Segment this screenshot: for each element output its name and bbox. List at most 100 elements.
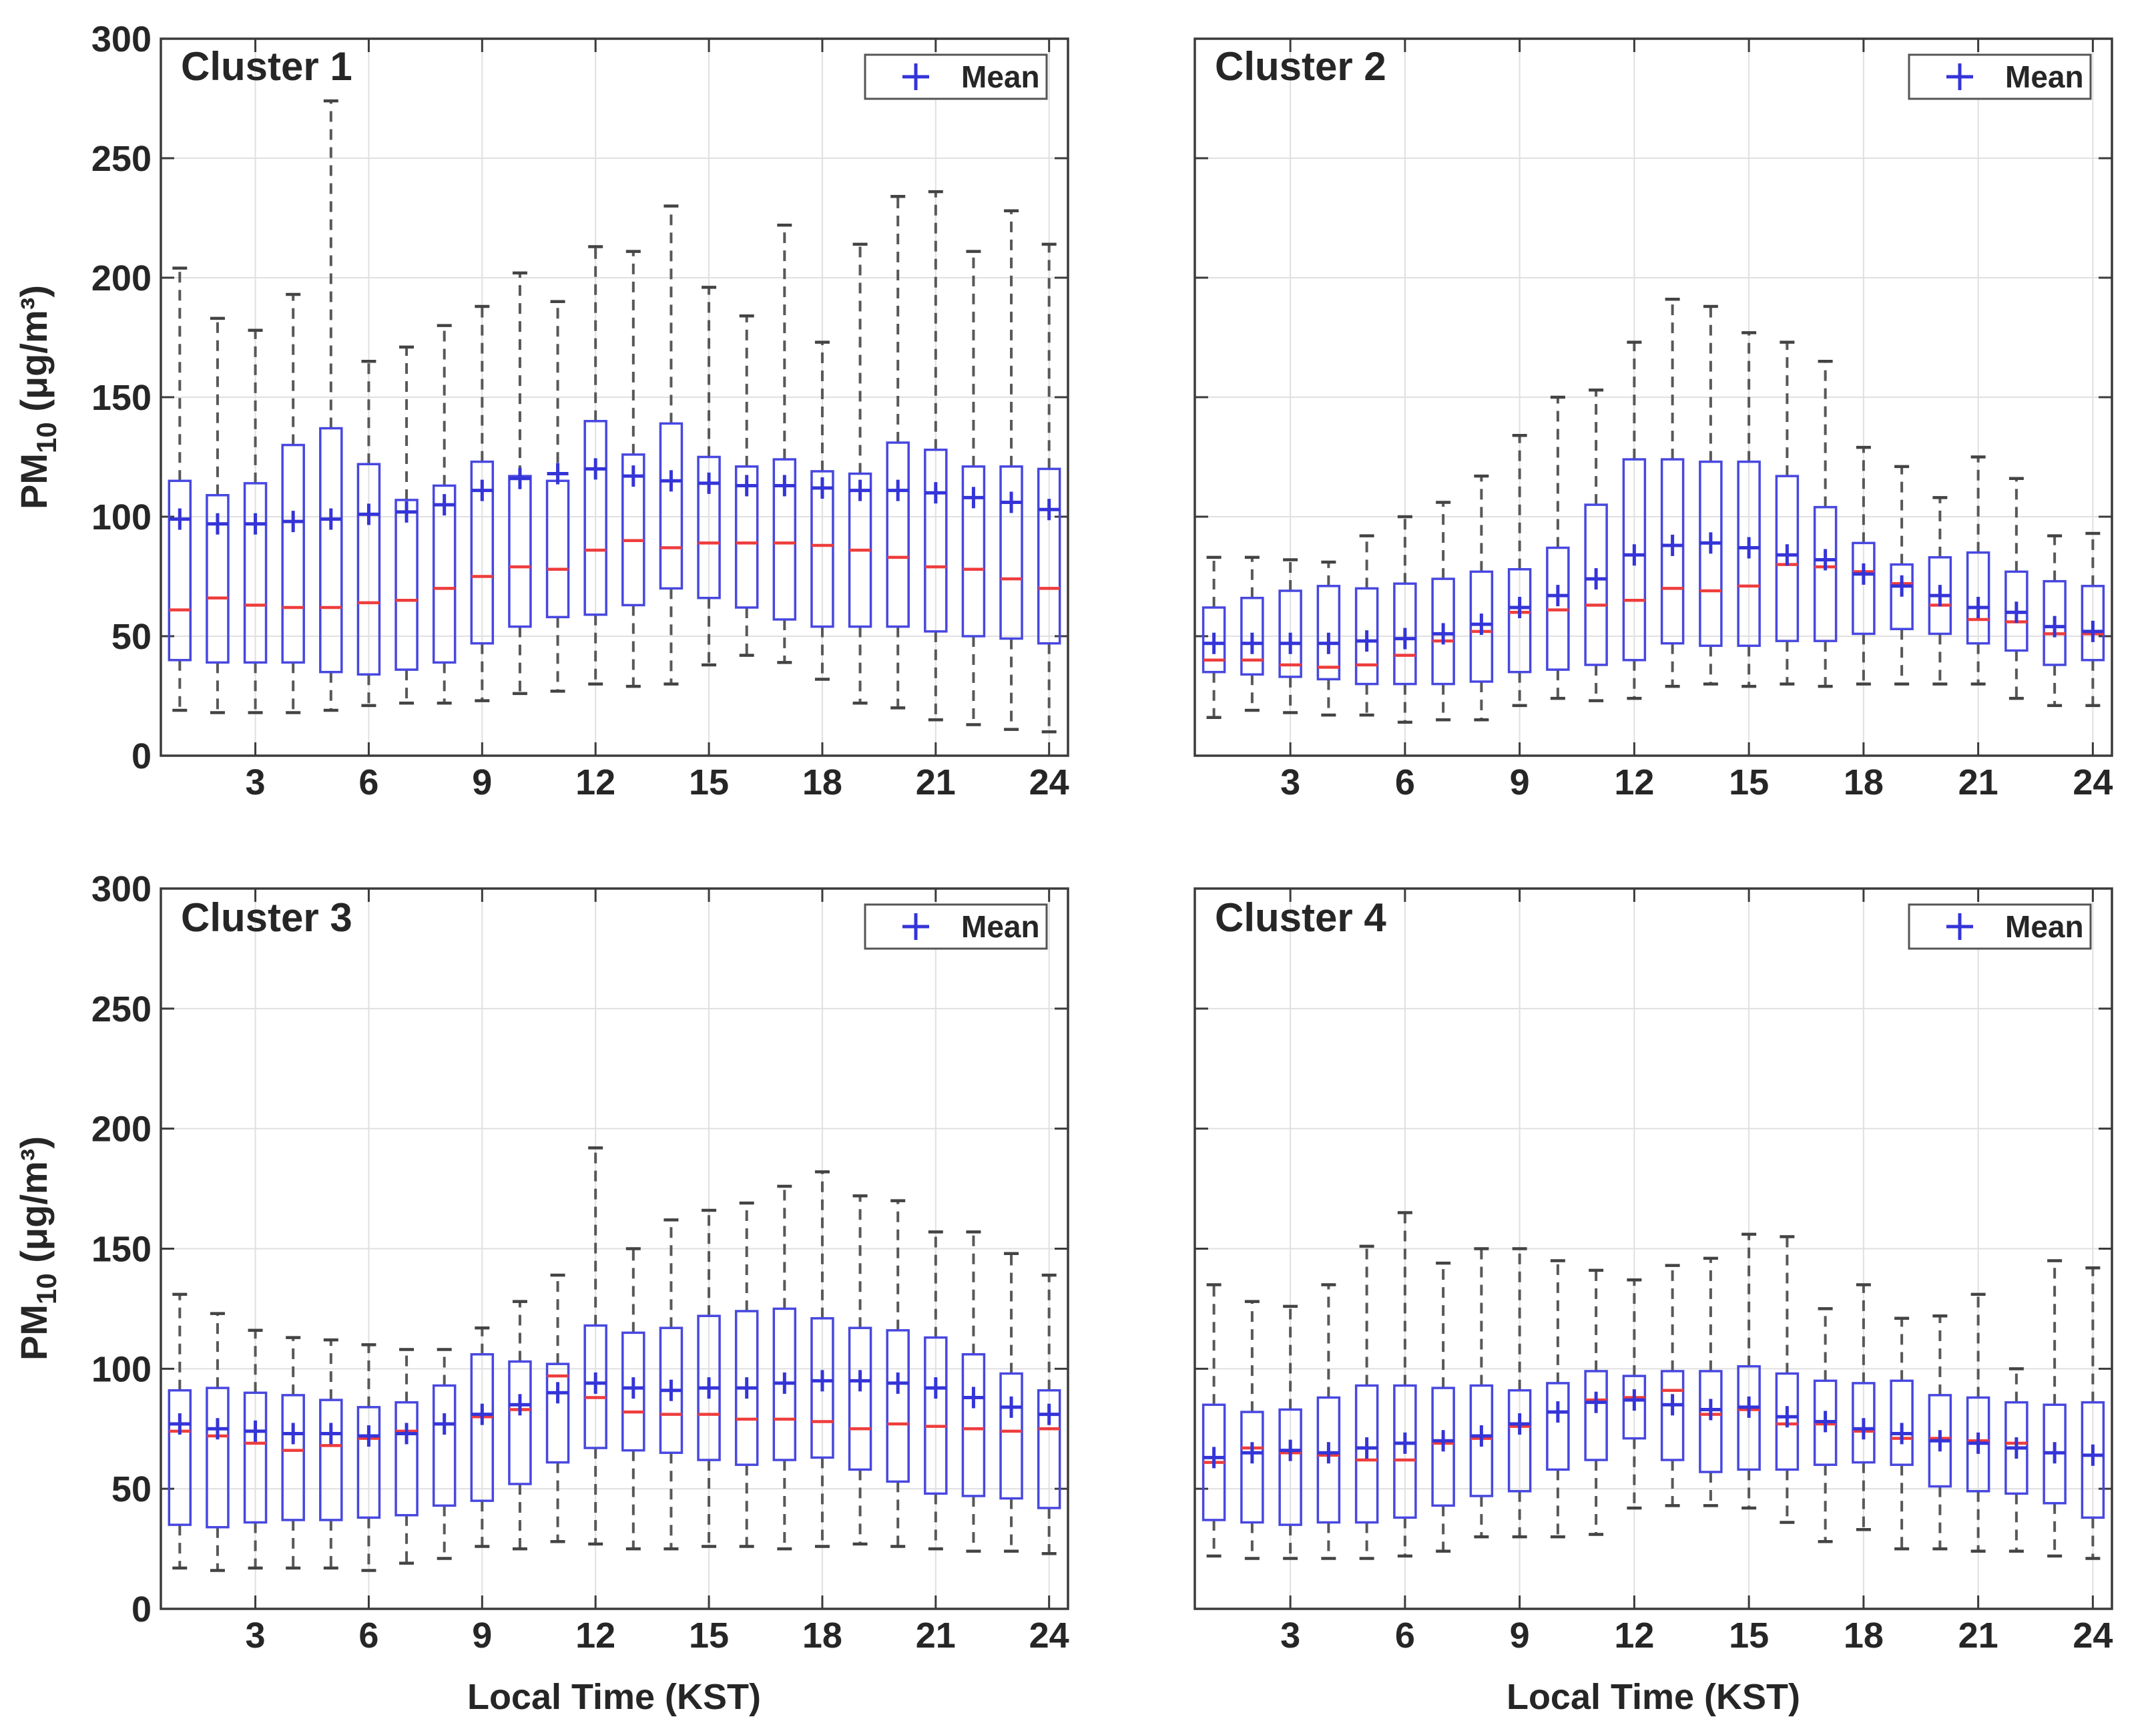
iqr-box (621, 1331, 645, 1452)
iqr-box (961, 465, 986, 638)
iqr-box (1393, 582, 1417, 686)
iqr-box (1584, 1370, 1608, 1461)
iqr-box (319, 427, 343, 674)
iqr-box (1354, 1384, 1379, 1524)
iqr-box (1813, 505, 1838, 642)
mean-plus-icon (902, 63, 929, 90)
x-tick-label: 12 (575, 762, 615, 802)
x-tick-label: 15 (1729, 1616, 1769, 1656)
y-tick-label: 150 (91, 378, 152, 418)
y-tick-label: 50 (111, 1469, 152, 1509)
iqr-box (621, 453, 645, 607)
x-tick-label: 18 (1844, 1616, 1884, 1656)
iqr-box (1240, 1411, 1264, 1524)
legend: Mean (864, 903, 1048, 950)
iqr-box (1584, 503, 1608, 666)
mean-plus-icon (1946, 63, 1973, 90)
iqr-box (281, 443, 305, 664)
panel-title: Cluster 4 (1215, 895, 1386, 940)
y-tick-label: 100 (91, 497, 152, 537)
iqr-box (1037, 467, 1061, 645)
iqr-box (2043, 579, 2067, 666)
iqr-box (281, 1394, 305, 1521)
x-tick-label: 9 (1510, 762, 1530, 802)
y-tick-label: 0 (131, 736, 152, 776)
y-tick-label: 100 (91, 1349, 152, 1389)
x-tick-label: 9 (1510, 1616, 1530, 1656)
iqr-box (168, 1389, 192, 1526)
panel-title: Cluster 2 (1215, 44, 1386, 89)
y-tick-label: 300 (91, 869, 152, 909)
iqr-box (206, 1387, 230, 1529)
iqr-box (1622, 458, 1647, 662)
iqr-box (1660, 1370, 1685, 1461)
iqr-box (2081, 585, 2105, 662)
mean-plus-icon (902, 913, 929, 940)
iqr-box (2081, 1401, 2105, 1519)
x-tick-label: 15 (689, 762, 729, 802)
x-tick-label: 3 (246, 1616, 266, 1656)
iqr-box (1316, 1396, 1341, 1524)
iqr-box (1201, 606, 1226, 674)
x-tick-label: 18 (802, 1616, 842, 1656)
iqr-box (1852, 1382, 1876, 1464)
x-tick-label: 24 (2073, 762, 2113, 802)
iqr-box (848, 1326, 872, 1471)
legend: Mean (864, 53, 1048, 100)
x-tick-label: 15 (689, 1616, 729, 1656)
y-axis-title-unit: (μg/m³) (13, 1136, 55, 1273)
iqr-box (508, 475, 532, 628)
y-axis-title-base: PM (13, 1304, 55, 1361)
iqr-box (1775, 475, 1800, 642)
iqr-box (1699, 460, 1723, 648)
x-tick-label: 6 (1395, 1616, 1415, 1656)
x-tick-label: 9 (472, 1616, 492, 1656)
chart-text-layer: Cluster 1 Cluster 2 Cluster 3 Cluster 4 … (13, 44, 2092, 1717)
iqr-box (470, 1353, 495, 1502)
iqr-box (1507, 1389, 1532, 1493)
iqr-box (1737, 1365, 1761, 1471)
mean-plus-icon (1946, 913, 1973, 940)
iqr-box (1037, 1389, 1061, 1509)
x-tick-label: 6 (358, 762, 378, 802)
iqr-box (1890, 1379, 1914, 1466)
x-tick-label: 9 (472, 762, 492, 802)
y-tick-label: 250 (91, 139, 152, 179)
legend-label: Mean (2005, 909, 2084, 944)
iqr-box (394, 499, 419, 671)
legend-box (1908, 53, 2092, 100)
iqr-box (1890, 563, 1914, 631)
iqr-box (1737, 460, 1761, 648)
iqr-box (810, 1317, 834, 1459)
iqr-box (772, 458, 797, 621)
iqr-box (999, 1372, 1023, 1500)
iqr-box (1469, 1384, 1494, 1497)
y-tick-label: 50 (111, 617, 152, 657)
x-tick-label: 24 (1029, 1616, 1069, 1656)
iqr-box (1354, 587, 1379, 686)
y-tick-label: 150 (91, 1230, 152, 1270)
iqr-box (583, 420, 607, 616)
y-axis-title: PM10 (μg/m³) (13, 1136, 62, 1361)
panel-title: Cluster 1 (181, 44, 352, 89)
y-axis-title-base: PM (13, 453, 55, 509)
y-tick-label: 250 (91, 989, 152, 1029)
y-axis-title: PM10 (μg/m³) (13, 285, 62, 509)
x-tick-label: 12 (575, 1616, 615, 1656)
iqr-box (1240, 596, 1264, 676)
iqr-box (432, 484, 457, 664)
x-tick-label: 12 (1614, 1616, 1654, 1656)
legend-box (1908, 903, 2092, 950)
x-tick-label: 21 (916, 762, 956, 802)
x-tick-label: 12 (1614, 762, 1654, 802)
x-tick-label: 21 (1958, 762, 1998, 802)
iqr-box (394, 1401, 419, 1517)
iqr-box (243, 482, 268, 664)
iqr-box (319, 1399, 343, 1521)
iqr-box (470, 460, 495, 645)
x-tick-label: 18 (1844, 762, 1884, 802)
x-tick-label: 3 (1280, 762, 1300, 802)
